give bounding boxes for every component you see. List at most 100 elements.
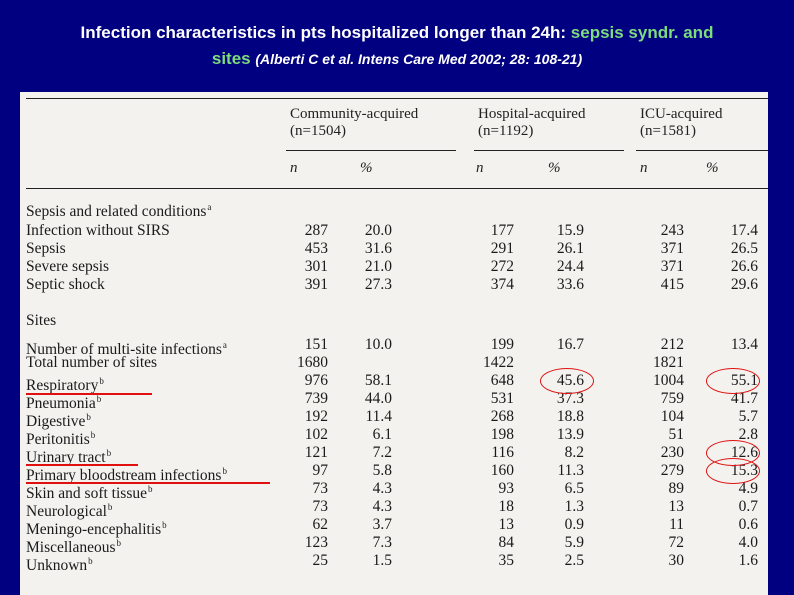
table-cell: 0.7 (738, 498, 758, 515)
title-highlight-2: sites (211, 49, 251, 68)
row-label: Respiratoryb (26, 372, 104, 395)
table-cell: 1.5 (372, 552, 392, 569)
table-cell: 976 (304, 372, 328, 389)
underline-bloodstream (26, 482, 270, 484)
row-label-text: Number of multi-site infections (26, 341, 222, 358)
table-cell: 21.0 (364, 258, 392, 275)
table-cell: 26.5 (730, 240, 758, 257)
table-top-rule (26, 98, 768, 99)
row-label-text: Pneumonia (26, 395, 96, 412)
table-cell: 51 (668, 426, 685, 443)
circle-icu-respiratory (706, 368, 760, 394)
table-cell: 177 (490, 222, 514, 239)
table-cell: 198 (490, 426, 514, 443)
table-row: Sites (20, 312, 768, 330)
row-label-text: Severe sepsis (26, 258, 110, 275)
table-cell: 371 (660, 240, 684, 257)
table-cell: 15.9 (556, 222, 584, 239)
table-cell: 1.3 (564, 498, 584, 515)
row-label: Sepsis and related conditionsa (26, 198, 211, 221)
table-cell: 102 (304, 426, 328, 443)
header-community-label: Community-acquired (290, 106, 419, 122)
title-line-2: sites (Alberti C et al. Intens Care Med … (0, 46, 794, 72)
table-cell: 5.8 (372, 462, 392, 479)
header-hospital-n: (n=1192) (478, 123, 534, 139)
header-icu: ICU-acquired (n=1581) (640, 106, 722, 140)
table-cell: 13 (498, 516, 515, 533)
table-row: Septic shock 391 27.3 374 33.6 415 29.6 (20, 276, 768, 294)
row-label-text: Meningo-encephalitis (26, 521, 162, 538)
table-cell: 243 (660, 222, 684, 239)
table-cell: 73 (312, 498, 329, 515)
table-cell: 1422 (483, 354, 514, 371)
row-label: Neurologicalb (26, 498, 112, 521)
row-label: Sepsis (26, 240, 66, 258)
table-cell: 268 (490, 408, 514, 425)
table-cell: 7.3 (372, 534, 392, 551)
header-hospital-label: Hospital-acquired (478, 106, 586, 122)
footnote-marker: b (96, 394, 102, 404)
table-cell: 415 (660, 276, 684, 293)
table-cell: 13.9 (556, 426, 584, 443)
row-label-text: Urinary tract (26, 449, 106, 466)
row-label: Sites (26, 312, 56, 330)
table-cell: 287 (304, 222, 328, 239)
header-icu-label: ICU-acquired (640, 106, 723, 122)
row-label-text: Unknown (26, 557, 88, 574)
row-label-text: Sites (26, 312, 57, 329)
table-cell: 18 (498, 498, 515, 515)
table-cell: 759 (660, 390, 684, 407)
table-row: Digestiveb 192 11.4 268 18.8 104 5.7 (20, 408, 768, 430)
table-row: Peritonitisb 102 6.1 198 13.9 51 2.8 (20, 426, 768, 448)
table-cell: 121 (304, 444, 328, 461)
table-cell: 279 (660, 462, 684, 479)
row-label-text: Skin and soft tissue (26, 485, 147, 502)
table-cell: 192 (304, 408, 328, 425)
table-cell: 27.3 (364, 276, 392, 293)
footnote-marker: b (86, 412, 91, 422)
table-row: Meningo-encephalitisb 62 3.7 13 0.9 11 0.6 (20, 516, 768, 538)
table-cell: 26.1 (556, 240, 584, 257)
table-cell: 30 (668, 552, 685, 569)
table-cell: 0.6 (738, 516, 758, 533)
row-label-text: Septic shock (26, 276, 105, 293)
citation: (Alberti C et al. Intens Care Med 2002; … (255, 51, 583, 67)
footnote-marker: b (148, 484, 153, 494)
circle-hospital-respiratory (540, 368, 594, 394)
table-cell: 4.0 (738, 534, 758, 551)
row-label: Skin and soft tissueb (26, 480, 153, 503)
underline-respiratory (26, 393, 152, 395)
row-label-text: Total number of sites (26, 354, 158, 371)
footnote-marker: b (116, 538, 122, 548)
footnote-marker: b (107, 502, 113, 512)
row-label: Pneumoniab (26, 390, 101, 413)
table-cell: 4.9 (738, 480, 758, 497)
row-label: Septic shock (26, 276, 105, 294)
table-cell: 160 (490, 462, 514, 479)
table-cell: 17.4 (730, 222, 758, 239)
row-label-text: Primary bloodstream infections (26, 467, 222, 484)
table-row: Respiratoryb 976 58.1 648 45.6 1004 55.1 (20, 372, 768, 394)
table-row: Unknownb 25 1.5 35 2.5 30 1.6 (20, 552, 768, 574)
row-label: Infection without SIRS (26, 222, 170, 240)
footnote-marker: b (162, 520, 167, 530)
table-cell: 41.7 (730, 390, 758, 407)
table-cell: 2.8 (738, 426, 758, 443)
table-cell: 10.0 (364, 336, 392, 353)
slide-title: Infection characteristics in pts hospita… (0, 20, 794, 72)
table-header-rule (26, 188, 768, 189)
footnote-marker: b (99, 376, 104, 386)
table-cell: 1680 (297, 354, 328, 371)
table-cell: 13.4 (730, 336, 758, 353)
table-cell: 73 (312, 480, 329, 497)
table-cell: 1.6 (738, 552, 758, 569)
table-cell: 391 (304, 276, 328, 293)
table-cell: 272 (490, 258, 514, 275)
table-row: Total number of sites 1680 1422 1821 (20, 354, 768, 372)
table-cell: 648 (490, 372, 514, 389)
table-cell: 3.7 (372, 516, 392, 533)
table-cell: 1821 (653, 354, 684, 371)
row-label: Severe sepsis (26, 258, 109, 276)
table-cell: 212 (660, 336, 684, 353)
title-text: Infection characteristics in pts hospita… (80, 23, 571, 42)
